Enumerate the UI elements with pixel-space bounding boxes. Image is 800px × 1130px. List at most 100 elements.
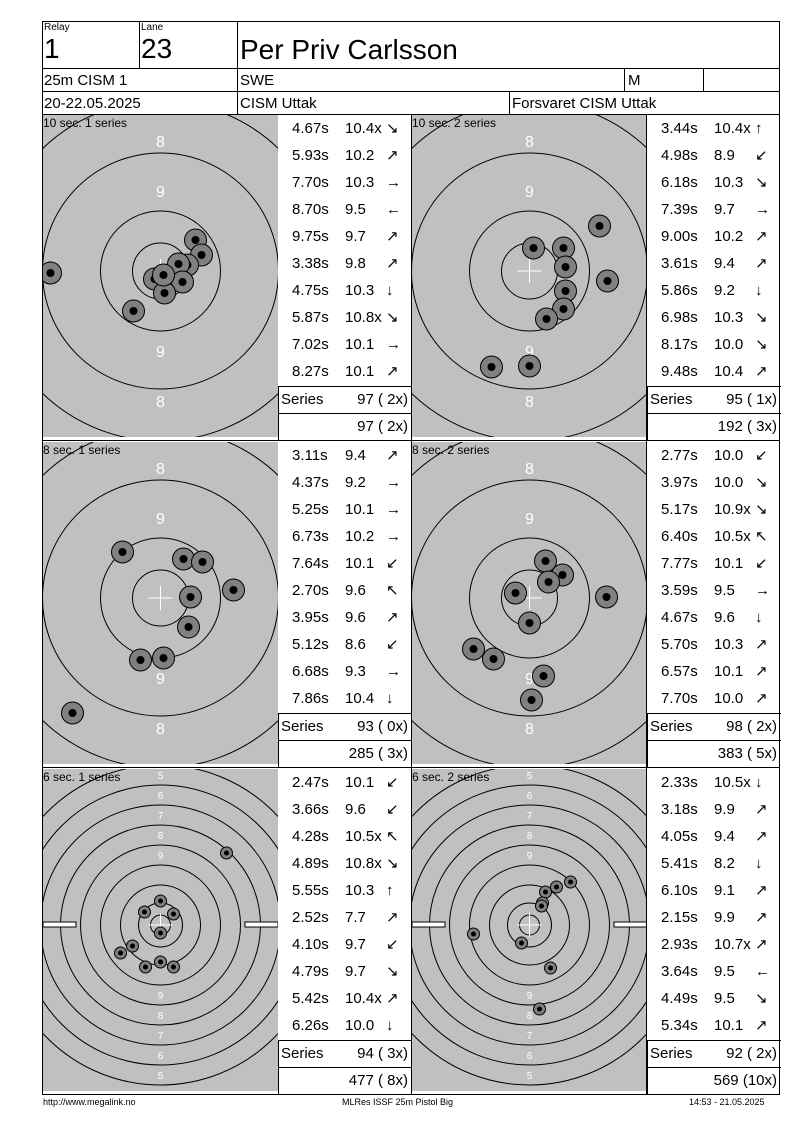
ring-number: 6 [158, 791, 164, 802]
shot-hole [126, 939, 139, 953]
shot-hole [154, 955, 167, 969]
shot-direction-arrow-icon: ↙ [386, 936, 399, 953]
shot-row: 4.79s 9.7 ↘ [278, 958, 410, 985]
lane-label: Lane [141, 22, 164, 33]
shot-score: 10.3 [714, 309, 744, 326]
shot-direction-arrow-icon: ↘ [755, 501, 768, 518]
shot-direction-arrow-icon: ↗ [386, 228, 399, 245]
shot-row: 6.73s 10.2 → [278, 523, 410, 550]
shot-score: 9.5 [345, 201, 366, 218]
shot-row: 4.28s 10.5x ↖ [278, 823, 410, 850]
shot-row: 2.70s 9.6 ↖ [278, 577, 410, 604]
shot-time: 6.10s [661, 882, 698, 899]
shot-time: 8.70s [292, 201, 329, 218]
shot-direction-arrow-icon: ↗ [386, 447, 399, 464]
series-label: Series [650, 391, 693, 408]
shot-row: 8.70s 9.5 ← [278, 196, 410, 223]
shot-row: 2.52s 7.7 ↗ [278, 904, 410, 931]
shot-score: 10.1 [345, 501, 375, 518]
ring-number: 9 [527, 991, 533, 1002]
shot-time: 5.86s [661, 282, 698, 299]
shot-time: 9.00s [661, 228, 698, 245]
shot-row: 7.70s 10.3 → [278, 169, 410, 196]
cumulative-total: 285 ( 3x) [348, 745, 408, 762]
series-label: Series [281, 391, 324, 408]
shot-score: 9.5 [714, 963, 735, 980]
ring-number: 9 [156, 184, 165, 201]
shot-time: 3.59s [661, 582, 698, 599]
shot-direction-arrow-icon: ↙ [755, 147, 768, 164]
cumulative-total: 477 ( 8x) [348, 1072, 408, 1089]
shot-direction-arrow-icon: ↗ [755, 255, 768, 272]
shot-score: 10.1 [345, 774, 375, 791]
competition: CISM Uttak [240, 95, 317, 112]
shot-score: 10.5x [714, 774, 751, 791]
shot-time: 6.98s [661, 309, 698, 326]
ring-number: 9 [156, 511, 165, 528]
shot-direction-arrow-icon: ↙ [755, 555, 768, 572]
shot-row: 3.59s 9.5 → [647, 577, 779, 604]
shot-row: 2.15s 9.9 ↗ [647, 904, 779, 931]
shot-score: 9.8 [345, 255, 366, 272]
shot-hole [138, 905, 151, 919]
shot-time: 6.40s [661, 528, 698, 545]
shot-row: 4.05s 9.4 ↗ [647, 823, 779, 850]
shot-time: 7.64s [292, 555, 329, 572]
shot-direction-arrow-icon: ↘ [386, 963, 399, 980]
scoring-ring [100, 210, 221, 332]
shot-row: 5.17s 10.9x ↘ [647, 496, 779, 523]
shot-score: 10.0 [714, 336, 744, 353]
shot-score: 10.4x [714, 120, 751, 137]
shot-score: 9.1 [714, 882, 735, 899]
shot-time: 6.26s [292, 1017, 329, 1034]
shot-row: 2.93s 10.7x ↗ [647, 931, 779, 958]
shot-score: 9.6 [345, 582, 366, 599]
shot-direction-arrow-icon: → [386, 336, 401, 353]
shot-score: 10.0 [714, 474, 744, 491]
shot-score: 10.0 [714, 690, 744, 707]
shot-hole [129, 648, 152, 672]
shot-row: 6.57s 10.1 ↗ [647, 658, 779, 685]
shot-time: 4.98s [661, 147, 698, 164]
shot-time: 7.77s [661, 555, 698, 572]
shot-time: 2.52s [292, 909, 329, 926]
gender: M [628, 72, 641, 89]
shot-row: 5.86s 9.2 ↓ [647, 277, 779, 304]
shot-time: 3.66s [292, 801, 329, 818]
shot-hole [167, 907, 180, 921]
shot-row: 7.64s 10.1 ↙ [278, 550, 410, 577]
ring-number: 9 [525, 344, 534, 361]
shot-hole [61, 701, 84, 725]
shot-direction-arrow-icon: ↗ [755, 363, 768, 380]
shot-hole [532, 664, 555, 688]
aim-crosshair [148, 586, 173, 610]
shot-direction-arrow-icon: ↖ [386, 828, 399, 845]
shot-row: 6.10s 9.1 ↗ [647, 877, 779, 904]
shot-row: 5.87s 10.8x ↘ [278, 304, 410, 331]
shot-row: 5.70s 10.3 ↗ [647, 631, 779, 658]
shot-time: 5.42s [292, 990, 329, 1007]
shot-direction-arrow-icon: → [386, 501, 401, 518]
shot-score: 9.5 [714, 582, 735, 599]
shot-row: 5.25s 10.1 → [278, 496, 410, 523]
shot-direction-arrow-icon: ↗ [755, 663, 768, 680]
ring-number: 9 [525, 184, 534, 201]
shot-hole [177, 615, 200, 639]
scoring-ring [412, 479, 647, 717]
shot-time: 3.97s [661, 474, 698, 491]
shot-score: 10.5x [345, 828, 382, 845]
ring-number: 9 [158, 991, 164, 1002]
shot-time: 3.38s [292, 255, 329, 272]
shot-hole [172, 547, 195, 571]
shot-direction-arrow-icon: ↘ [755, 474, 768, 491]
shot-score: 9.2 [345, 474, 366, 491]
club: Forsvaret CISM Uttak [512, 95, 657, 112]
shot-direction-arrow-icon: ← [386, 201, 401, 218]
shot-time: 5.41s [661, 855, 698, 872]
shot-direction-arrow-icon: ↙ [386, 801, 399, 818]
relay-value: 1 [44, 33, 60, 64]
shot-time: 4.67s [292, 120, 329, 137]
shot-direction-arrow-icon: ↘ [755, 336, 768, 353]
series-label: Series [650, 718, 693, 735]
shot-row: 6.18s 10.3 ↘ [647, 169, 779, 196]
